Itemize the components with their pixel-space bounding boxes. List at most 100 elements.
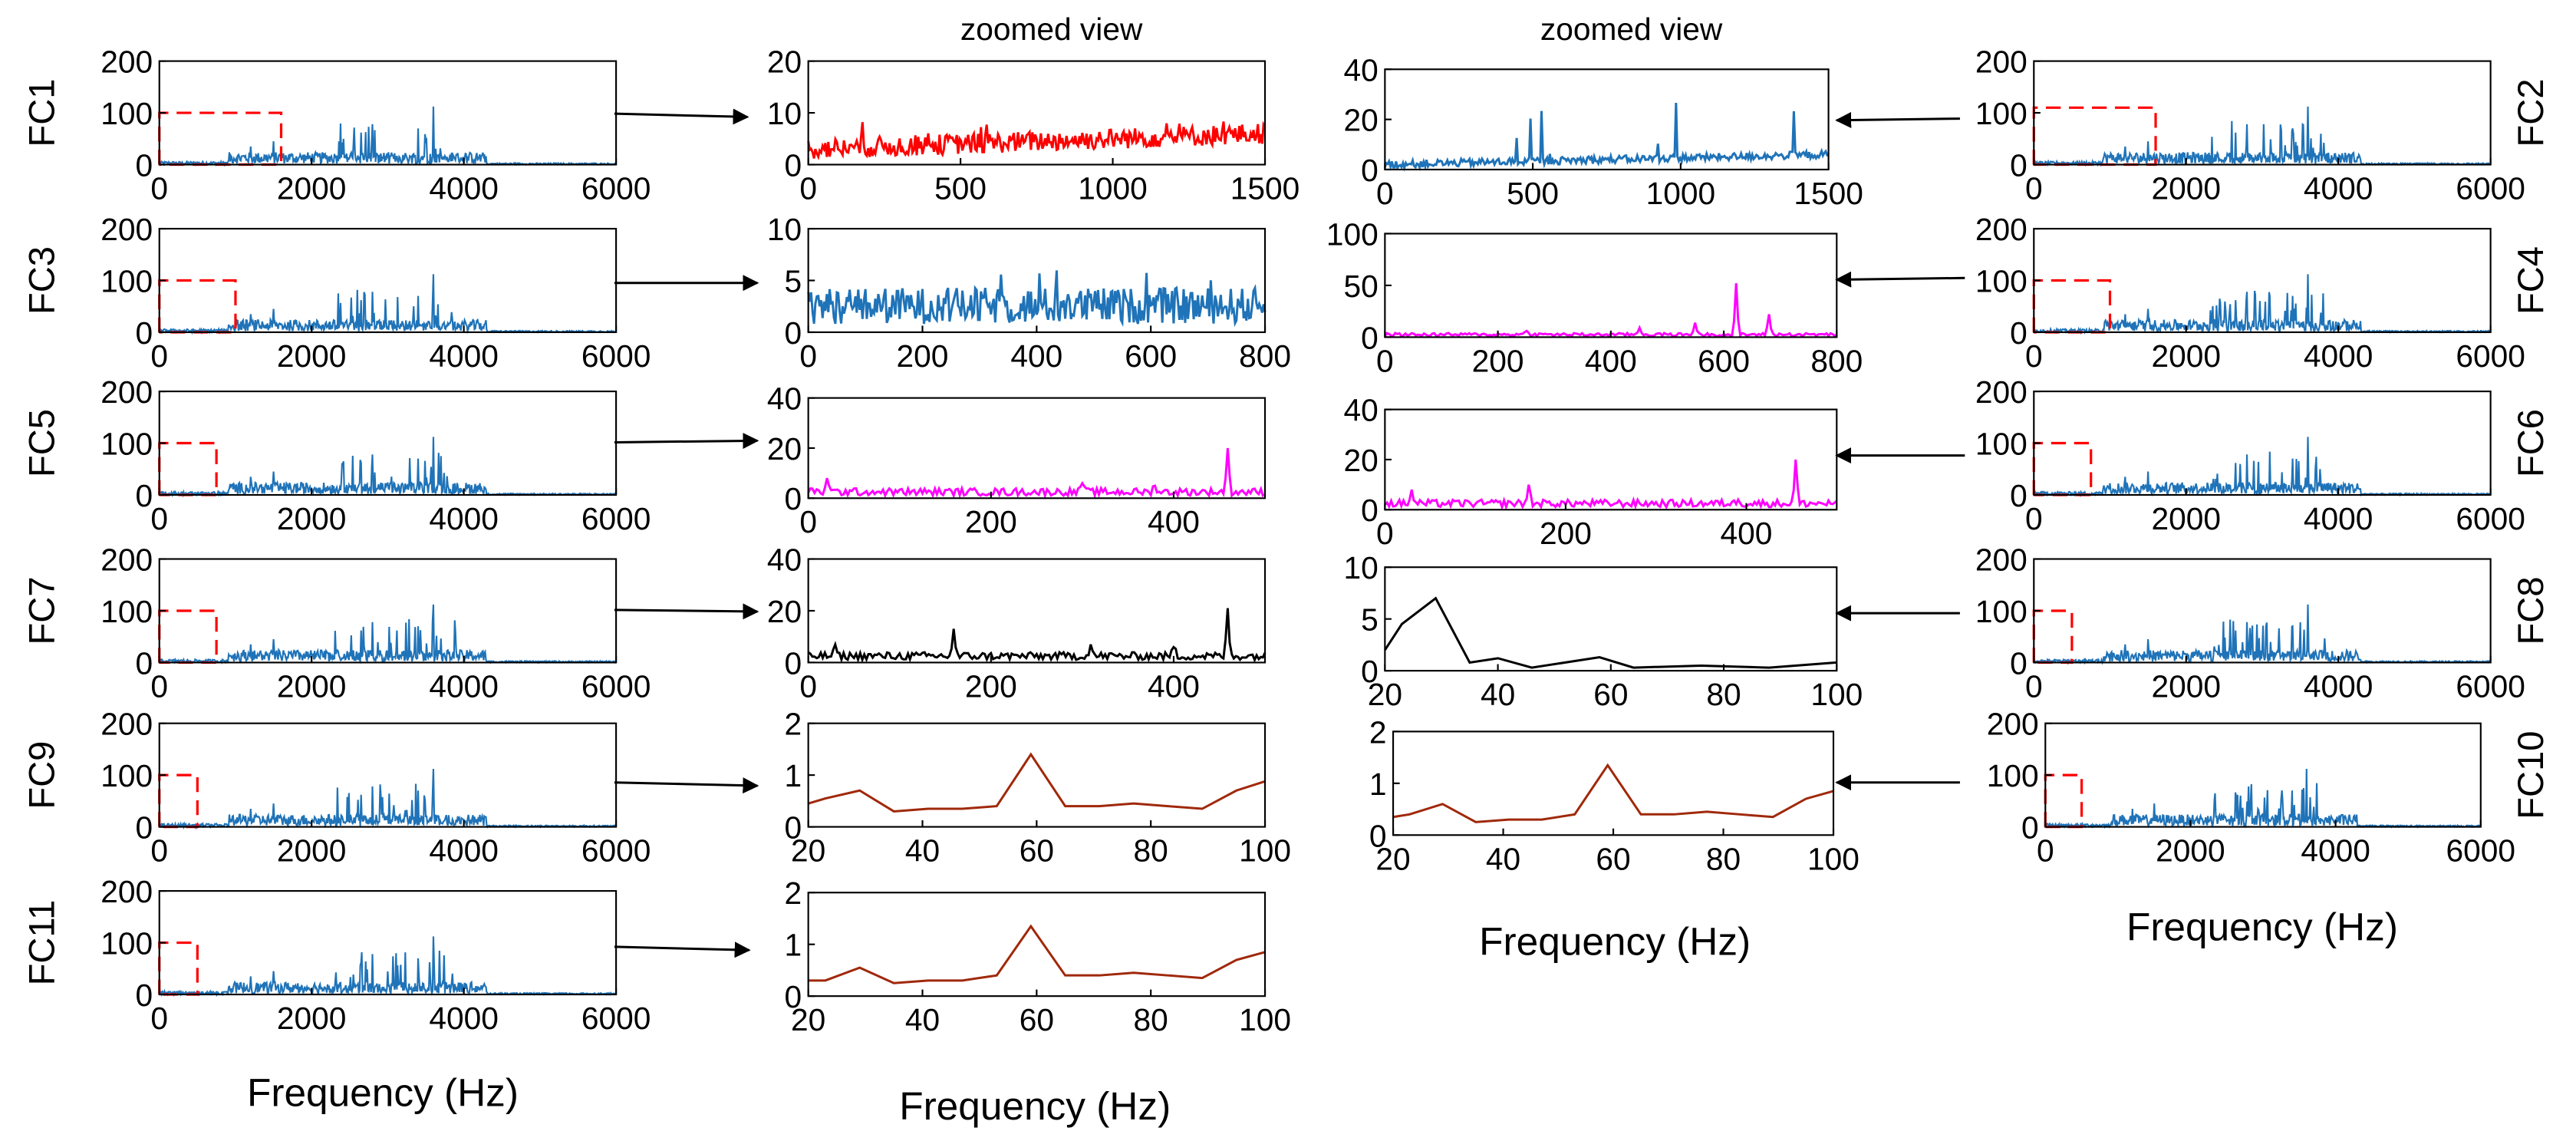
zoom-header-left: zoomed view xyxy=(960,12,1143,47)
z5-ytick-label: 20 xyxy=(767,431,802,467)
fc7-xtick-label: 0 xyxy=(150,668,168,704)
fc7-xtick-label: 2000 xyxy=(277,668,347,704)
z4-ytick-label: 0 xyxy=(1361,320,1379,355)
fc11-series-line xyxy=(158,936,617,998)
fc7-panel-label: FC7 xyxy=(21,576,62,645)
fc8-ytick-label: 200 xyxy=(1975,542,2028,578)
fc4-ytick-label: 100 xyxy=(1975,264,2028,299)
z3-ytick-label: 5 xyxy=(784,264,802,299)
z11-ytick-label: 2 xyxy=(784,876,802,911)
z11-panel: 20 40 60 80 100 0 1 2 xyxy=(784,876,1291,1037)
zoom-arrow xyxy=(614,603,759,620)
z7-panel: 0 200 400 0 20 40 xyxy=(767,542,1267,704)
z7-xtick-label: 200 xyxy=(965,668,1017,704)
z11-series-line xyxy=(808,924,1266,984)
z8-xtick-label: 20 xyxy=(1368,677,1402,712)
fc4-series-line xyxy=(2033,274,2492,335)
z6-ytick-label: 40 xyxy=(1344,393,1379,428)
z10-panel: 20 40 60 80 100 0 1 2 xyxy=(1369,714,1860,876)
z6-axes-frame xyxy=(1384,408,1838,511)
z2-ytick-label: 40 xyxy=(1344,52,1379,87)
fc9-panel: 0 2000 4000 6000 0 100 200 FC9 xyxy=(21,707,651,869)
fc3-ytick-label: 100 xyxy=(100,264,153,299)
fc8-xtick-label: 2000 xyxy=(2151,668,2221,704)
fc7-ytick-label: 100 xyxy=(100,594,153,629)
fc3-series-line xyxy=(159,274,617,335)
fc6-panel-label: FC6 xyxy=(2510,409,2551,477)
z6-ytick-label: 20 xyxy=(1344,443,1379,478)
fc7-xtick-label: 4000 xyxy=(429,668,499,704)
fc5-xtick-label: 0 xyxy=(150,501,168,536)
zoom-arrow xyxy=(1835,271,1965,288)
fc10-axes-frame xyxy=(2044,722,2482,828)
fc11-xtick-label: 6000 xyxy=(581,1001,651,1036)
z8-panel: 20 40 60 80 100 0 5 10 xyxy=(1344,550,1863,712)
fc5-ytick-label: 200 xyxy=(100,374,153,410)
x-axis-label-left: Frequency (Hz) xyxy=(247,1070,519,1115)
fc2-ytick-label: 100 xyxy=(1975,96,2028,131)
fc7-axes-frame xyxy=(158,558,618,664)
z1-panel: 0 500 1000 1500 0 10 20 xyxy=(767,45,1300,206)
fc8-series-line xyxy=(2033,604,2491,666)
fc1-panel: 0 2000 4000 6000 0 100 200 FC1 xyxy=(21,45,651,206)
z10-xtick-label: 60 xyxy=(1596,841,1630,876)
fc7-xtick-label: 6000 xyxy=(581,668,651,704)
fc7-zoom-box xyxy=(158,609,218,664)
z9-xtick-label: 40 xyxy=(905,833,940,869)
z6-ytick-label: 0 xyxy=(1361,493,1379,528)
z4-xtick-label: 400 xyxy=(1585,343,1637,378)
fc10-ytick-label: 200 xyxy=(1987,707,2039,742)
z10-xtick-label: 100 xyxy=(1807,841,1860,876)
fc10-panel: 0 2000 4000 6000 0 100 200 FC10 xyxy=(1987,707,2551,869)
fc5-panel: 0 2000 4000 6000 0 100 200 FC5 xyxy=(21,374,651,536)
z10-series-line xyxy=(1392,763,1834,823)
fc1-xtick-label: 6000 xyxy=(581,171,651,206)
z9-xtick-label: 80 xyxy=(1134,833,1168,869)
fc6-ytick-label: 0 xyxy=(2010,478,2028,513)
z11-ytick-label: 1 xyxy=(784,928,802,963)
fc2-ytick-label: 200 xyxy=(1975,45,2028,80)
fc5-xtick-label: 2000 xyxy=(277,501,347,536)
z11-ytick-label: 0 xyxy=(784,979,802,1014)
fc4-xtick-label: 0 xyxy=(2025,338,2043,374)
zoom-arrow xyxy=(614,433,759,450)
z8-xtick-label: 80 xyxy=(1706,677,1741,712)
z7-ytick-label: 0 xyxy=(784,645,802,681)
z2-ytick-label: 20 xyxy=(1344,103,1379,138)
z7-ytick-label: 20 xyxy=(767,594,802,629)
fc10-xtick-label: 4000 xyxy=(2301,833,2370,869)
fc10-zoom-box xyxy=(2044,773,2084,829)
z2-axes-frame xyxy=(1384,68,1830,171)
z9-ytick-label: 2 xyxy=(784,707,802,742)
fc1-series-line xyxy=(158,106,617,167)
fc11-ytick-label: 0 xyxy=(136,978,153,1013)
z2-xtick-label: 0 xyxy=(1376,176,1394,211)
fc5-zoom-box xyxy=(158,441,218,496)
fc10-xtick-label: 6000 xyxy=(2446,833,2516,869)
fc3-zoom-box xyxy=(158,279,237,334)
z1-xtick-label: 1500 xyxy=(1230,171,1300,206)
z11-xtick-label: 40 xyxy=(905,1002,940,1037)
z1-xtick-label: 1000 xyxy=(1078,171,1148,206)
fc10-ytick-label: 0 xyxy=(2021,810,2039,846)
fc6-xtick-label: 0 xyxy=(2025,501,2043,536)
z4-xtick-label: 200 xyxy=(1472,343,1524,378)
z11-xtick-label: 20 xyxy=(791,1002,825,1037)
z1-ytick-label: 0 xyxy=(784,148,802,183)
z10-xtick-label: 40 xyxy=(1486,841,1520,876)
z2-xtick-label: 1000 xyxy=(1646,176,1716,211)
z5-xtick-label: 0 xyxy=(799,504,817,539)
z9-xtick-label: 20 xyxy=(791,833,825,869)
fc1-ytick-label: 0 xyxy=(136,148,153,183)
fc2-xtick-label: 2000 xyxy=(2151,171,2221,206)
z3-xtick-label: 800 xyxy=(1239,338,1291,374)
z2-xtick-label: 1500 xyxy=(1794,176,1863,211)
z1-xtick-label: 500 xyxy=(934,171,987,206)
fc11-panel: 0 2000 4000 6000 0 100 200 FC11 xyxy=(21,874,651,1036)
z3-xtick-label: 200 xyxy=(897,338,949,374)
fc1-ytick-label: 100 xyxy=(100,96,153,131)
fc6-axes-frame xyxy=(2033,390,2492,496)
arrows xyxy=(614,108,1965,958)
z4-xtick-label: 800 xyxy=(1810,343,1863,378)
